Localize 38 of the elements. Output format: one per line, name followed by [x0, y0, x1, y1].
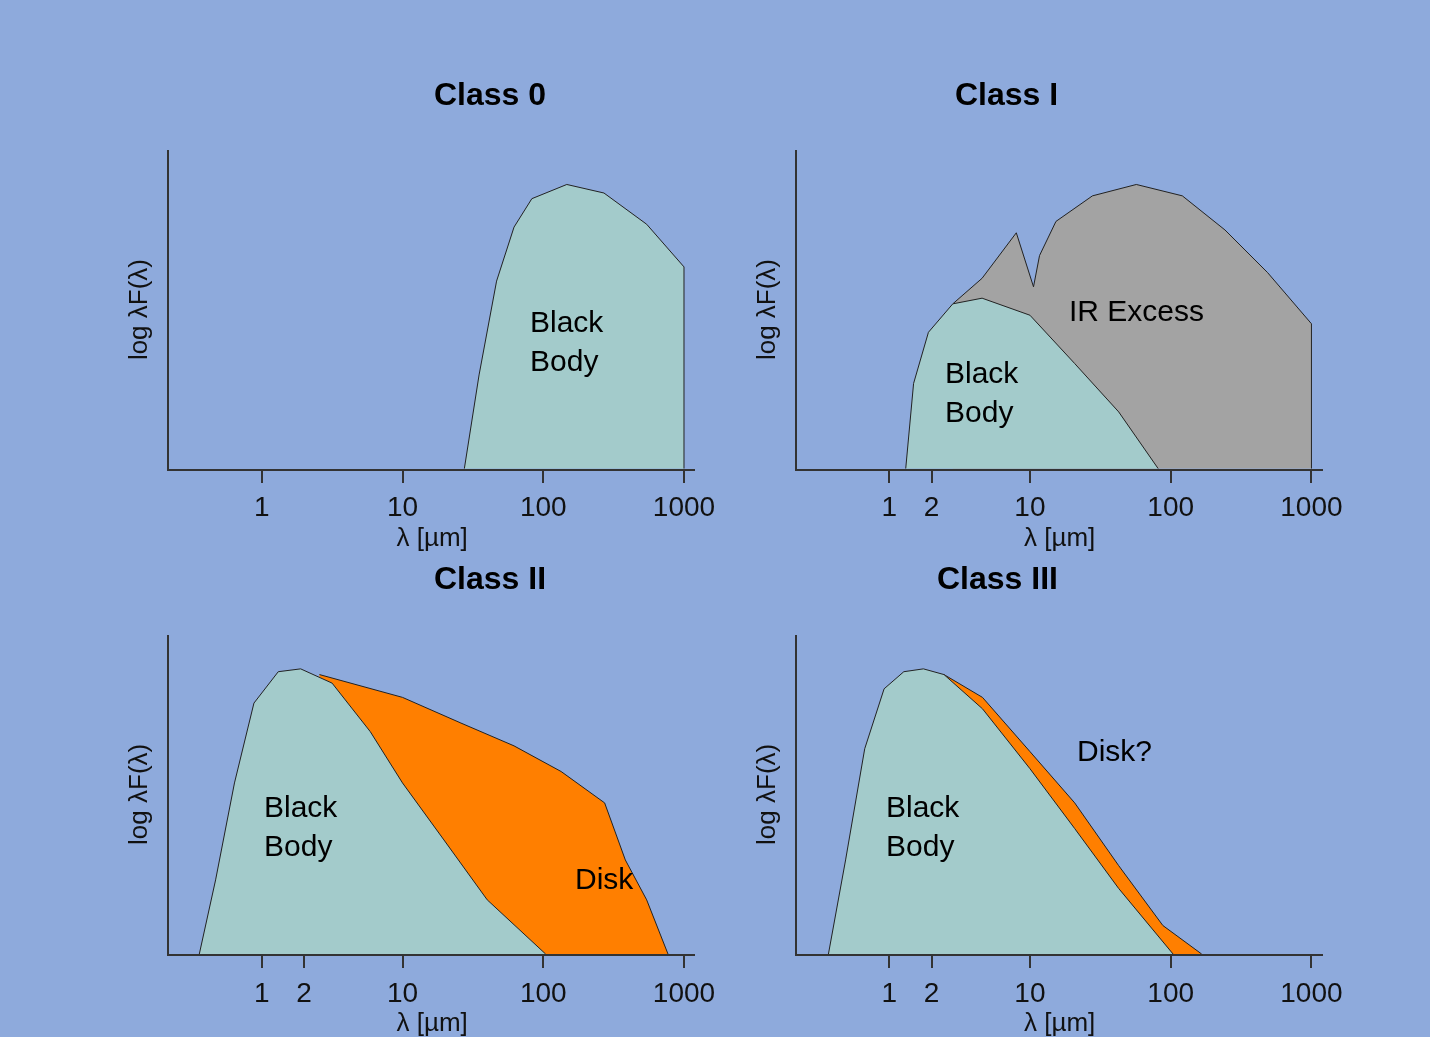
- annotation: IR Excess: [1069, 294, 1205, 327]
- chart-title: Class II: [434, 560, 547, 596]
- x-tick-label: 100: [1147, 976, 1195, 1008]
- x-tick-label: 100: [519, 976, 567, 1008]
- x-tick-label: 1000: [652, 976, 716, 1008]
- annotation: Disk: [575, 862, 635, 895]
- annotation: Black Body: [886, 790, 961, 862]
- x-tick-label: 1: [881, 491, 897, 523]
- x-axis-title: λ [µm]: [1023, 522, 1096, 553]
- chart-title: Class 0: [434, 76, 547, 112]
- y-axis-title: log λF(λ): [123, 258, 154, 361]
- x-tick-label: 2: [296, 976, 312, 1008]
- x-tick-label: 10: [386, 491, 419, 523]
- x-tick-label: 10: [1014, 491, 1046, 523]
- x-axis-title: λ [µm]: [396, 1007, 468, 1037]
- x-tick-label: 100: [519, 491, 567, 523]
- annotation: Disk?: [1077, 734, 1153, 767]
- annotation: Black Body: [945, 356, 1020, 428]
- chart-title: Class I: [955, 76, 1059, 112]
- x-tick-label: 1000: [652, 491, 716, 523]
- x-tick-label: 1000: [1280, 976, 1343, 1008]
- x-axis-title: λ [µm]: [396, 522, 468, 553]
- chart-title: Class III: [937, 560, 1058, 596]
- x-tick-label: 10: [386, 976, 419, 1008]
- x-tick-label: 2: [923, 491, 940, 523]
- x-tick-label: 1: [881, 976, 897, 1008]
- x-tick-label: 1000: [1280, 491, 1343, 523]
- x-tick-label: 1: [253, 976, 270, 1008]
- x-tick-label: 2: [923, 976, 940, 1008]
- y-axis-title: log λF(λ): [123, 743, 154, 845]
- y-axis-title: log λF(λ): [750, 743, 781, 845]
- annotation: Black Body: [530, 305, 605, 377]
- y-axis-title: log λF(λ): [750, 258, 781, 361]
- x-tick-label: 10: [1014, 976, 1046, 1008]
- annotation: Black Body: [264, 790, 339, 862]
- x-tick-label: 1: [253, 491, 270, 523]
- x-axis-title: λ [µm]: [1023, 1007, 1096, 1037]
- x-tick-label: 100: [1147, 491, 1195, 523]
